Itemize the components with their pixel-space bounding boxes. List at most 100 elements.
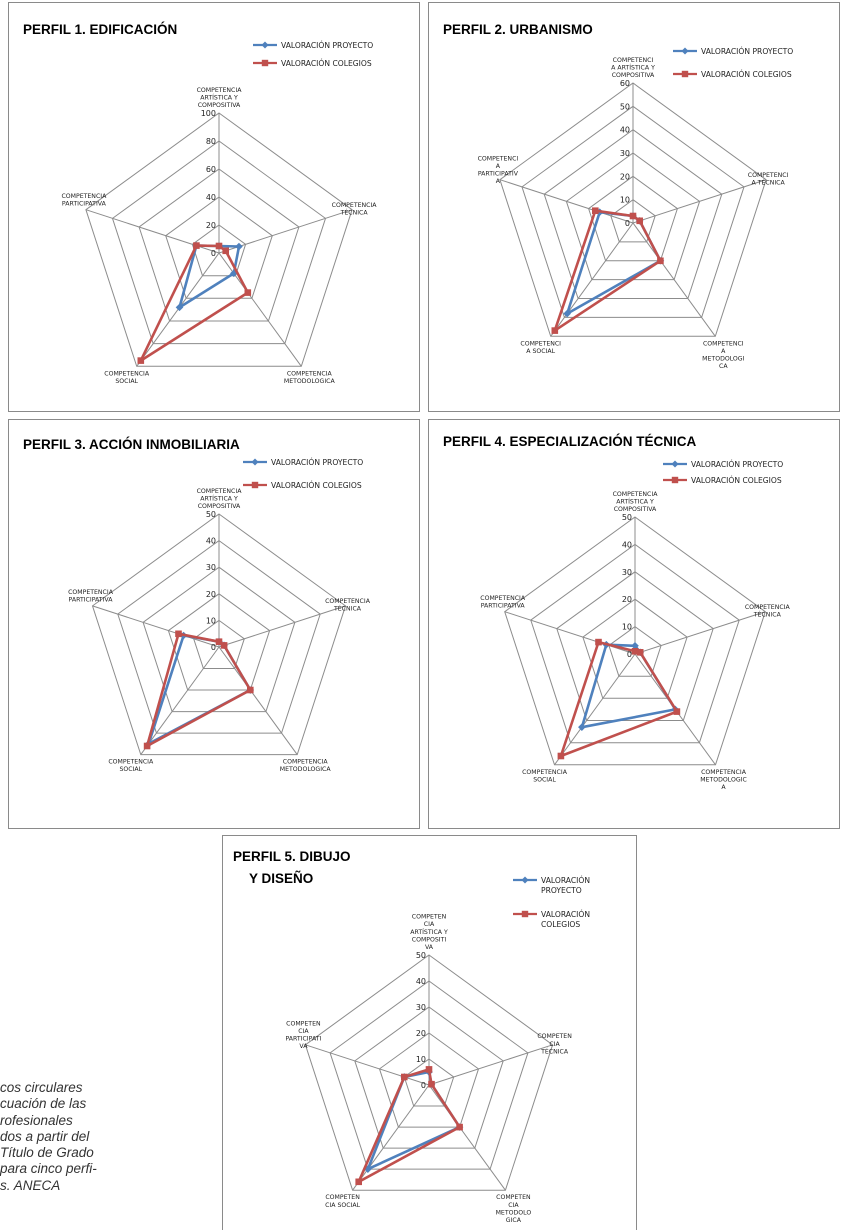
tick-label: 0 (627, 650, 632, 659)
axis-label: VA (425, 944, 434, 951)
axis-label: COMPOSITIVA (198, 503, 241, 510)
radar-chart-perfil-4: PERFIL 4. ESPECIALIZACIÓN TÉCNICA 0 10 20 30… (443, 434, 790, 791)
data-point (636, 649, 644, 656)
axis-label: ARTÍSTICA Y (616, 496, 654, 505)
grid-ring (85, 112, 353, 367)
legend-label: VALORACIÓN COLEGIOS (281, 59, 372, 68)
caption-line: para cinco perfi- (0, 1161, 97, 1177)
data-point (247, 686, 254, 694)
legend-label: VALORACIÓN COLEGIOS (701, 70, 792, 79)
axis-spoke (550, 222, 634, 337)
data-point (220, 642, 228, 649)
axis-label: PARTICIPATIVA (62, 201, 107, 208)
axis-label: COMPETENCIA (197, 87, 243, 94)
tick-label: 100 (201, 109, 216, 118)
tick-label: 0 (211, 643, 216, 652)
legend-marker (251, 481, 259, 489)
axis-label: COMPETENCIA (104, 370, 150, 377)
data-point (143, 742, 151, 750)
data-point (222, 247, 229, 255)
series-valoracion-proyecto (364, 1068, 464, 1173)
tick-label: 30 (620, 149, 630, 158)
axis-label: ARTÍSTICA Y (410, 927, 448, 936)
tick-label: 50 (620, 102, 630, 111)
data-point (175, 303, 184, 312)
data-point (673, 708, 681, 715)
tick-label: 40 (622, 540, 632, 549)
tick-label: 0 (421, 1081, 426, 1090)
axis-label: METODOLOGI (702, 356, 744, 363)
axis-label: A TÉCNICA (751, 178, 785, 187)
grid-ring (142, 566, 296, 713)
axis-label: METODOLOGIC (700, 776, 747, 783)
chart-title: Y DISEÑO (249, 871, 313, 886)
axis-label: COMPETEN (325, 1194, 360, 1201)
data-point (592, 207, 599, 214)
axis-spoke (136, 252, 220, 367)
axis-label: COMPOSITIVA (614, 506, 657, 513)
chart-panel-perfil-4: PERFIL 4. ESPECIALIZACIÓN TÉCNICA 0 10 20 30… (428, 419, 840, 829)
axis-label: A (496, 178, 501, 185)
chart-title: PERFIL 5. DIBUJO (233, 849, 351, 864)
data-point (629, 212, 637, 220)
series-valoracion-colegios (355, 1066, 463, 1186)
tick-label: 10 (206, 616, 216, 625)
axis-label: A SOCIAL (526, 348, 555, 355)
grid-ring (354, 1006, 504, 1149)
axis-label: COMPETEN (537, 1033, 572, 1040)
tick-label: 40 (206, 537, 216, 546)
axis-label: SOCIAL (115, 378, 138, 385)
grid-ring (91, 513, 347, 756)
axis-label: GICA (506, 1217, 522, 1224)
tick-label: 20 (620, 172, 630, 181)
legend-label: VALORACIÓN COLEGIOS (271, 481, 362, 490)
data-point (631, 648, 639, 655)
axis-label: COMPETENCIA (61, 193, 107, 200)
axis-spoke (352, 1084, 430, 1191)
series-line (357, 1068, 461, 1184)
axis-label: TÉCNICA (340, 208, 369, 217)
legend-label: COLEGIOS (541, 920, 580, 929)
axis-label: METODOLOGICA (284, 378, 336, 385)
grid-ring (543, 129, 723, 299)
axis-label: COMPETENCIA (108, 759, 154, 766)
grid-ring (530, 543, 740, 744)
tick-label: 0 (211, 249, 216, 258)
axis-label: A (496, 163, 501, 170)
series-valoracion-colegios (137, 242, 252, 364)
chart-title: PERFIL 2. URBANISMO (443, 22, 593, 37)
legend-label: VALORACIÓN PROYECTO (701, 47, 793, 56)
axis-spoke (428, 1044, 553, 1086)
legend-marker (671, 476, 679, 484)
axis-label: COMPETENCIA (283, 759, 329, 766)
axis-label: COMPETENCIA (68, 589, 114, 596)
axis-label: COMPETENCI (748, 172, 789, 179)
chart-title: PERFIL 3. ACCIÓN INMOBILIARIA (23, 437, 240, 452)
grid-ring (556, 571, 714, 721)
legend-marker (671, 460, 679, 468)
data-point (563, 309, 571, 318)
axis-spoke (499, 179, 634, 224)
axis-label: CIA SOCIAL (325, 1202, 361, 1209)
axis-label: METODOLOGICA (280, 766, 332, 773)
axis-spoke (140, 646, 220, 755)
caption-line: cuación de las (0, 1096, 87, 1112)
axis-label: ARTÍSTICA Y (200, 92, 238, 101)
tick-label: 50 (622, 513, 632, 522)
data-point (175, 630, 182, 638)
tick-label: 30 (416, 1003, 426, 1012)
axis-label: COMPETENCIA (287, 370, 333, 377)
axis-label: VA (299, 1043, 308, 1050)
axis-label: PARTICIPATIV (478, 171, 519, 178)
axis-label: CIA (508, 1202, 519, 1209)
figure-caption: cos circulares cuación de las rofesional… (0, 1080, 200, 1194)
grid-ring (378, 1032, 480, 1128)
radar-chart-perfil-1: PERFIL 1. EDIFICACIÓN 0 20 40 60 80 100 COMPETE… (23, 22, 377, 385)
tick-label: 20 (206, 221, 216, 230)
axis-spoke (428, 1084, 506, 1191)
axis-label: COMPETEN (496, 1194, 531, 1201)
legend-label: VALORACIÓN PROYECTO (281, 41, 373, 50)
axis-label: CIA (424, 921, 435, 928)
data-point (230, 269, 238, 278)
tick-label: 40 (620, 126, 630, 135)
